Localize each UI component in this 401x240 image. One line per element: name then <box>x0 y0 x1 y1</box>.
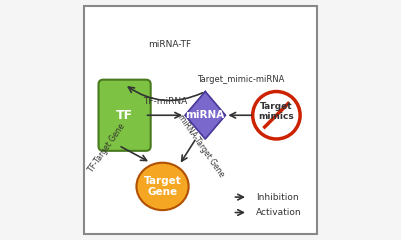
Text: TF-Target Gene: TF-Target Gene <box>87 122 127 174</box>
Text: Target
mimics: Target mimics <box>259 102 294 121</box>
Text: Inhibition: Inhibition <box>256 192 299 202</box>
Ellipse shape <box>136 163 188 210</box>
Circle shape <box>253 91 300 139</box>
FancyBboxPatch shape <box>84 6 317 234</box>
Text: miRNA-Target Gene: miRNA-Target Gene <box>176 113 225 179</box>
Polygon shape <box>185 91 225 139</box>
Text: TF-miRNA: TF-miRNA <box>143 97 187 106</box>
Text: TF: TF <box>116 109 133 122</box>
Text: Activation: Activation <box>256 208 302 217</box>
Text: miRNA: miRNA <box>186 110 225 120</box>
Text: Target
Gene: Target Gene <box>144 176 181 197</box>
FancyBboxPatch shape <box>99 80 151 151</box>
Text: miRNA-TF: miRNA-TF <box>148 40 191 49</box>
Text: Target_mimic-miRNA: Target_mimic-miRNA <box>197 75 285 84</box>
